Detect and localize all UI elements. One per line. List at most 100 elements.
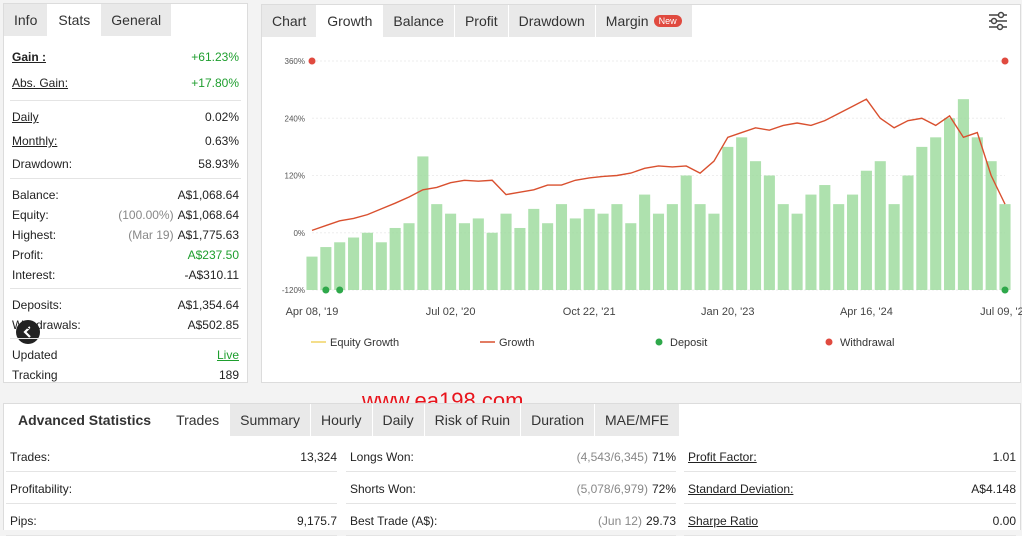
tab[interactable]: Growth	[317, 5, 384, 37]
stat-value: (5,078/6,979) 72%	[577, 474, 676, 504]
tab[interactable]: Info	[4, 4, 49, 36]
settings-icon[interactable]	[986, 10, 1010, 32]
separator	[10, 288, 241, 289]
tab-label: Stats	[58, 12, 91, 28]
stat-value-text: A$1,775.63	[177, 228, 239, 242]
stat-cell: Pips: 9,175.7	[6, 506, 337, 536]
separator	[10, 100, 241, 101]
stat-label: Drawdown:	[12, 157, 73, 171]
stat-row: Drawdown: 58.93%	[12, 155, 239, 173]
tab[interactable]: Hourly	[311, 404, 373, 436]
stat-value: +17.80%	[191, 74, 239, 92]
tab-label: Duration	[531, 412, 585, 428]
stat-row: Deposits: A$1,354.64	[12, 296, 239, 314]
separator	[10, 178, 241, 179]
stat-value: 9,175.7	[297, 506, 337, 536]
tab-label: Chart	[272, 13, 307, 29]
stat-value-text: -A$310.11	[184, 268, 240, 282]
tab-bar: Advanced Statistics Trades Summary Hourly Da…	[4, 404, 680, 436]
stat-value: 58.93%	[198, 155, 239, 173]
tab-label: Advanced Statistics	[18, 412, 152, 428]
tab-label: Drawdown	[518, 13, 585, 29]
stat-value-text: A$502.85	[187, 318, 239, 332]
stat-row: Tracking 189	[12, 366, 239, 384]
tab[interactable]: Balance	[383, 5, 455, 37]
stat-label: Longs Won:	[350, 450, 414, 464]
stat-label: Shorts Won:	[350, 482, 416, 496]
tab[interactable]: Advanced Statistics	[4, 404, 167, 436]
stat-label[interactable]: Abs. Gain:	[12, 76, 69, 90]
stat-row: Updated Live	[12, 346, 239, 364]
tab[interactable]: Duration	[521, 404, 596, 436]
tab-label: Summary	[240, 412, 301, 428]
stat-value-text[interactable]: Live	[216, 348, 239, 362]
stat-label[interactable]: Standard Deviation:	[688, 482, 794, 496]
tab[interactable]: Profit	[454, 5, 509, 37]
tab[interactable]: Drawdown	[508, 5, 596, 37]
stat-row: Equity: (100.00%) A$1,068.64	[12, 206, 239, 224]
stat-value: (Jun 12) 29.73	[598, 506, 676, 536]
stat-value-text: +61.23%	[191, 50, 239, 64]
stat-label: Balance:	[12, 188, 59, 202]
stat-value: 1.01	[993, 442, 1016, 472]
tab[interactable]: Chart	[262, 5, 318, 37]
stat-label: Equity:	[12, 208, 49, 222]
stat-note: (5,078/6,979)	[576, 482, 648, 496]
stat-value: 0.63%	[205, 132, 239, 150]
tab[interactable]: Margin New	[595, 5, 693, 37]
stat-value-text: 13,324	[300, 450, 337, 464]
tab-bar: Info Stats General	[4, 4, 173, 36]
stat-value-text: A$1,068.64	[177, 208, 239, 222]
stat-value-text: +17.80%	[191, 76, 239, 90]
stat-row: Abs. Gain: +17.80%	[12, 74, 239, 92]
tab-label: MAE/MFE	[605, 412, 669, 428]
stat-row: Profit: A$237.50	[12, 246, 239, 264]
stat-label: Tracking	[12, 368, 58, 382]
stat-row: Monthly: 0.63%	[12, 132, 239, 150]
tab[interactable]: Stats	[48, 4, 102, 36]
tab[interactable]: MAE/MFE	[595, 404, 680, 436]
stat-value: (4,543/6,345) 71%	[577, 442, 676, 472]
stat-label[interactable]: Monthly:	[12, 134, 58, 148]
stat-label[interactable]: Profit Factor:	[688, 450, 757, 464]
stat-note: (4,543/6,345)	[576, 450, 648, 464]
stat-value: 13,324	[300, 442, 337, 472]
stat-row: Daily 0.02%	[12, 108, 239, 126]
stat-label[interactable]: Updated	[12, 348, 58, 362]
tab-label: Profit	[464, 13, 498, 29]
stat-value-text: 9,175.7	[296, 514, 337, 528]
tab[interactable]: Trades	[166, 404, 231, 436]
stat-value-text: 1.01	[992, 450, 1016, 464]
stat-value-text: A$237.50	[187, 248, 239, 262]
stat-row: Gain : +61.23%	[12, 48, 239, 66]
stat-value: (100.00%) A$1,068.64	[118, 206, 239, 224]
stat-cell: Longs Won: (4,543/6,345) 71%	[346, 442, 676, 472]
stat-cell: Standard Deviation: A$4.148	[684, 474, 1016, 504]
stat-value-text: A$1,354.64	[177, 298, 239, 312]
stat-label: Deposits:	[12, 298, 63, 312]
stat-label[interactable]: Sharpe Ratio	[688, 514, 759, 528]
stat-value-text: 58.93%	[198, 157, 239, 171]
stat-value-text: A$1,068.64	[177, 188, 239, 202]
stat-cell: Profit Factor: 1.01	[684, 442, 1016, 472]
tab[interactable]: Summary	[230, 404, 312, 436]
tab-label: General	[111, 12, 162, 28]
stat-cell: Sharpe Ratio 0.00	[684, 506, 1016, 536]
stat-label: Profitability:	[10, 482, 73, 496]
chart-panel: Chart Growth Balance Profit Drawdown Margin Ne…	[261, 4, 1021, 383]
stat-value-text: 72%	[651, 482, 676, 496]
stat-label[interactable]: Gain :	[12, 50, 47, 64]
advanced-statistics-panel: Advanced Statistics Trades Summary Hourly Da…	[3, 403, 1021, 536]
stat-label[interactable]: Daily	[12, 110, 39, 124]
tab[interactable]: Daily	[372, 404, 425, 436]
tab-label: Risk of Ruin	[434, 412, 511, 428]
tab-label: Info	[14, 12, 38, 28]
stat-value: Live	[217, 346, 239, 364]
stat-note: (Mar 19)	[128, 228, 174, 242]
stat-value: +61.23%	[191, 48, 239, 66]
stat-value-text: A$4.148	[971, 482, 1016, 496]
tab[interactable]: General	[101, 4, 173, 36]
stat-label: Best Trade (A$):	[350, 514, 438, 528]
tab[interactable]: Risk of Ruin	[424, 404, 522, 436]
